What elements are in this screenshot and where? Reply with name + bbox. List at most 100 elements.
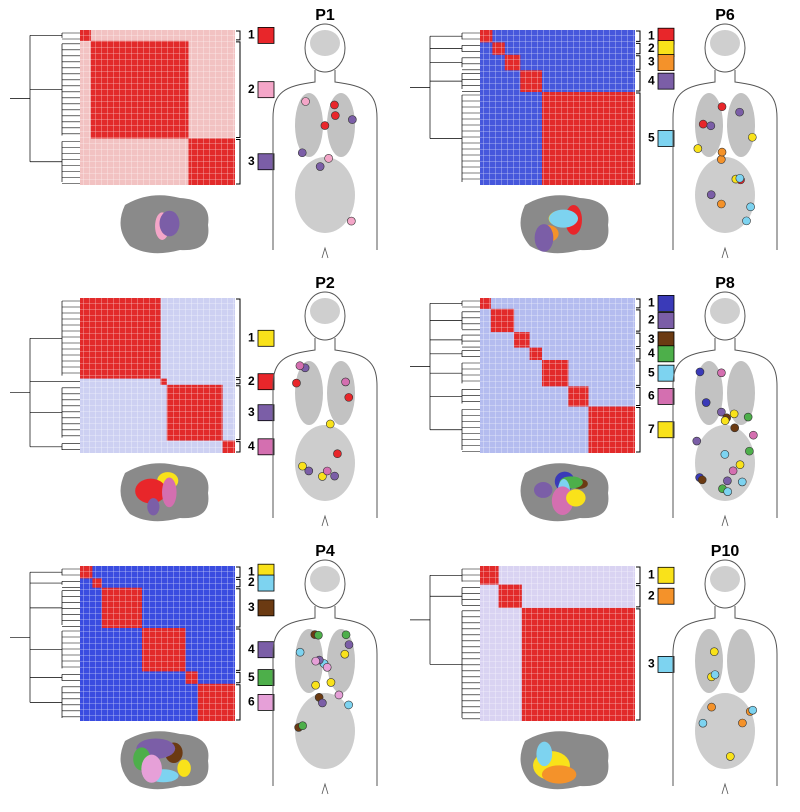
metastasis-site xyxy=(320,121,330,130)
metastasis-site xyxy=(709,647,719,657)
cluster-swatch xyxy=(257,81,275,99)
tumor-region xyxy=(177,759,191,777)
panel-title: P4 xyxy=(315,543,335,560)
tumor-region xyxy=(159,210,180,237)
metastasis-site xyxy=(717,199,726,209)
metastasis-site xyxy=(295,361,305,371)
cluster-label: 6 xyxy=(248,695,255,709)
lung xyxy=(695,361,723,425)
cluster-bracket xyxy=(236,588,241,628)
cluster-bracket xyxy=(236,441,241,453)
tumor-region xyxy=(534,224,554,252)
cluster-swatch xyxy=(257,438,275,456)
torso-outline xyxy=(272,70,378,250)
metastasis-site xyxy=(710,670,720,679)
lung xyxy=(727,629,755,693)
metastasis-site xyxy=(723,476,732,486)
cluster-label: 1 xyxy=(648,296,655,310)
metastasis-site xyxy=(692,436,702,446)
metastasis-site xyxy=(318,698,327,708)
metastasis-site xyxy=(311,680,320,690)
tumor-region xyxy=(566,489,586,507)
metastasis-site xyxy=(326,678,336,687)
cluster-swatch xyxy=(257,574,275,592)
lung xyxy=(727,93,755,157)
metastasis-site xyxy=(706,190,716,199)
tumor-region xyxy=(549,209,578,228)
metastasis-site xyxy=(717,368,726,378)
cluster-label: 4 xyxy=(648,73,655,87)
metastasis-site xyxy=(746,202,755,212)
cluster-label: 4 xyxy=(248,642,255,656)
panel: 1 2 3 P10 xyxy=(410,543,778,795)
metastasis-site xyxy=(707,702,716,712)
cluster-bracket xyxy=(636,309,641,332)
metastasis-site xyxy=(745,446,754,456)
cluster-label: 2 xyxy=(248,82,255,96)
metastasis-site xyxy=(344,393,354,402)
abdomen xyxy=(295,157,355,233)
cluster-bracket xyxy=(636,55,641,70)
lung xyxy=(295,361,323,425)
cluster-bracket xyxy=(636,30,641,42)
metastasis-site xyxy=(716,155,726,164)
cluster-swatch xyxy=(657,566,675,584)
panel: 1 2 3 P1 xyxy=(10,7,378,259)
cluster-label: 5 xyxy=(648,365,655,379)
panel-title: P1 xyxy=(315,7,335,24)
cluster-swatch xyxy=(657,345,675,363)
metastasis-site xyxy=(749,430,758,440)
cluster-bracket xyxy=(636,42,641,55)
cluster-label: 4 xyxy=(648,346,655,360)
metastasis-site xyxy=(334,690,344,700)
cluster-swatch xyxy=(657,421,675,439)
metastasis-site xyxy=(341,377,350,387)
tumor-region xyxy=(541,765,577,784)
abdomen xyxy=(295,425,355,501)
heatmap-grid xyxy=(80,566,235,721)
panel: 1 2 3 4 P2 xyxy=(10,275,378,527)
tumor-region xyxy=(536,741,553,767)
lung xyxy=(295,93,323,157)
metastasis-site xyxy=(748,705,757,715)
panel-title: P2 xyxy=(315,275,335,292)
cluster-swatch xyxy=(657,656,675,673)
metastasis-site xyxy=(735,460,745,470)
cluster-label: 3 xyxy=(248,154,255,168)
cluster-swatch xyxy=(257,153,275,171)
tumor-region xyxy=(147,498,160,516)
metastasis-site xyxy=(344,700,353,710)
cluster-bracket xyxy=(636,407,641,453)
cluster-bracket xyxy=(636,386,641,406)
cluster-label: 3 xyxy=(248,600,255,614)
body-mark xyxy=(321,782,329,795)
panel: 123 4 5 P6 xyxy=(410,7,778,259)
cluster-swatch xyxy=(257,404,275,422)
metastasis-site xyxy=(720,416,730,426)
cluster-bracket xyxy=(636,298,641,309)
metastasis-site xyxy=(325,419,335,429)
cluster-swatch xyxy=(257,373,275,391)
metastasis-site xyxy=(737,477,747,487)
cluster-bracket xyxy=(236,578,241,588)
cluster-label: 2 xyxy=(648,313,655,327)
cluster-label: 2 xyxy=(648,588,655,602)
torso-outline xyxy=(672,338,778,518)
metastasis-site xyxy=(340,649,350,659)
body-mark xyxy=(321,514,329,527)
cluster-label: 2 xyxy=(248,575,255,589)
metastasis-site xyxy=(693,144,703,153)
metastasis-site xyxy=(697,475,707,485)
tumor-region xyxy=(141,754,162,783)
brain xyxy=(310,30,340,56)
cluster-bracket xyxy=(236,139,241,185)
brain xyxy=(310,298,340,324)
cluster-label: 1 xyxy=(248,330,255,344)
lung xyxy=(727,361,755,425)
cluster-bracket xyxy=(636,566,641,585)
metastasis-site xyxy=(318,472,327,481)
brain xyxy=(710,30,740,56)
cluster-label: 1 xyxy=(248,564,255,578)
metastasis-site xyxy=(717,407,726,417)
